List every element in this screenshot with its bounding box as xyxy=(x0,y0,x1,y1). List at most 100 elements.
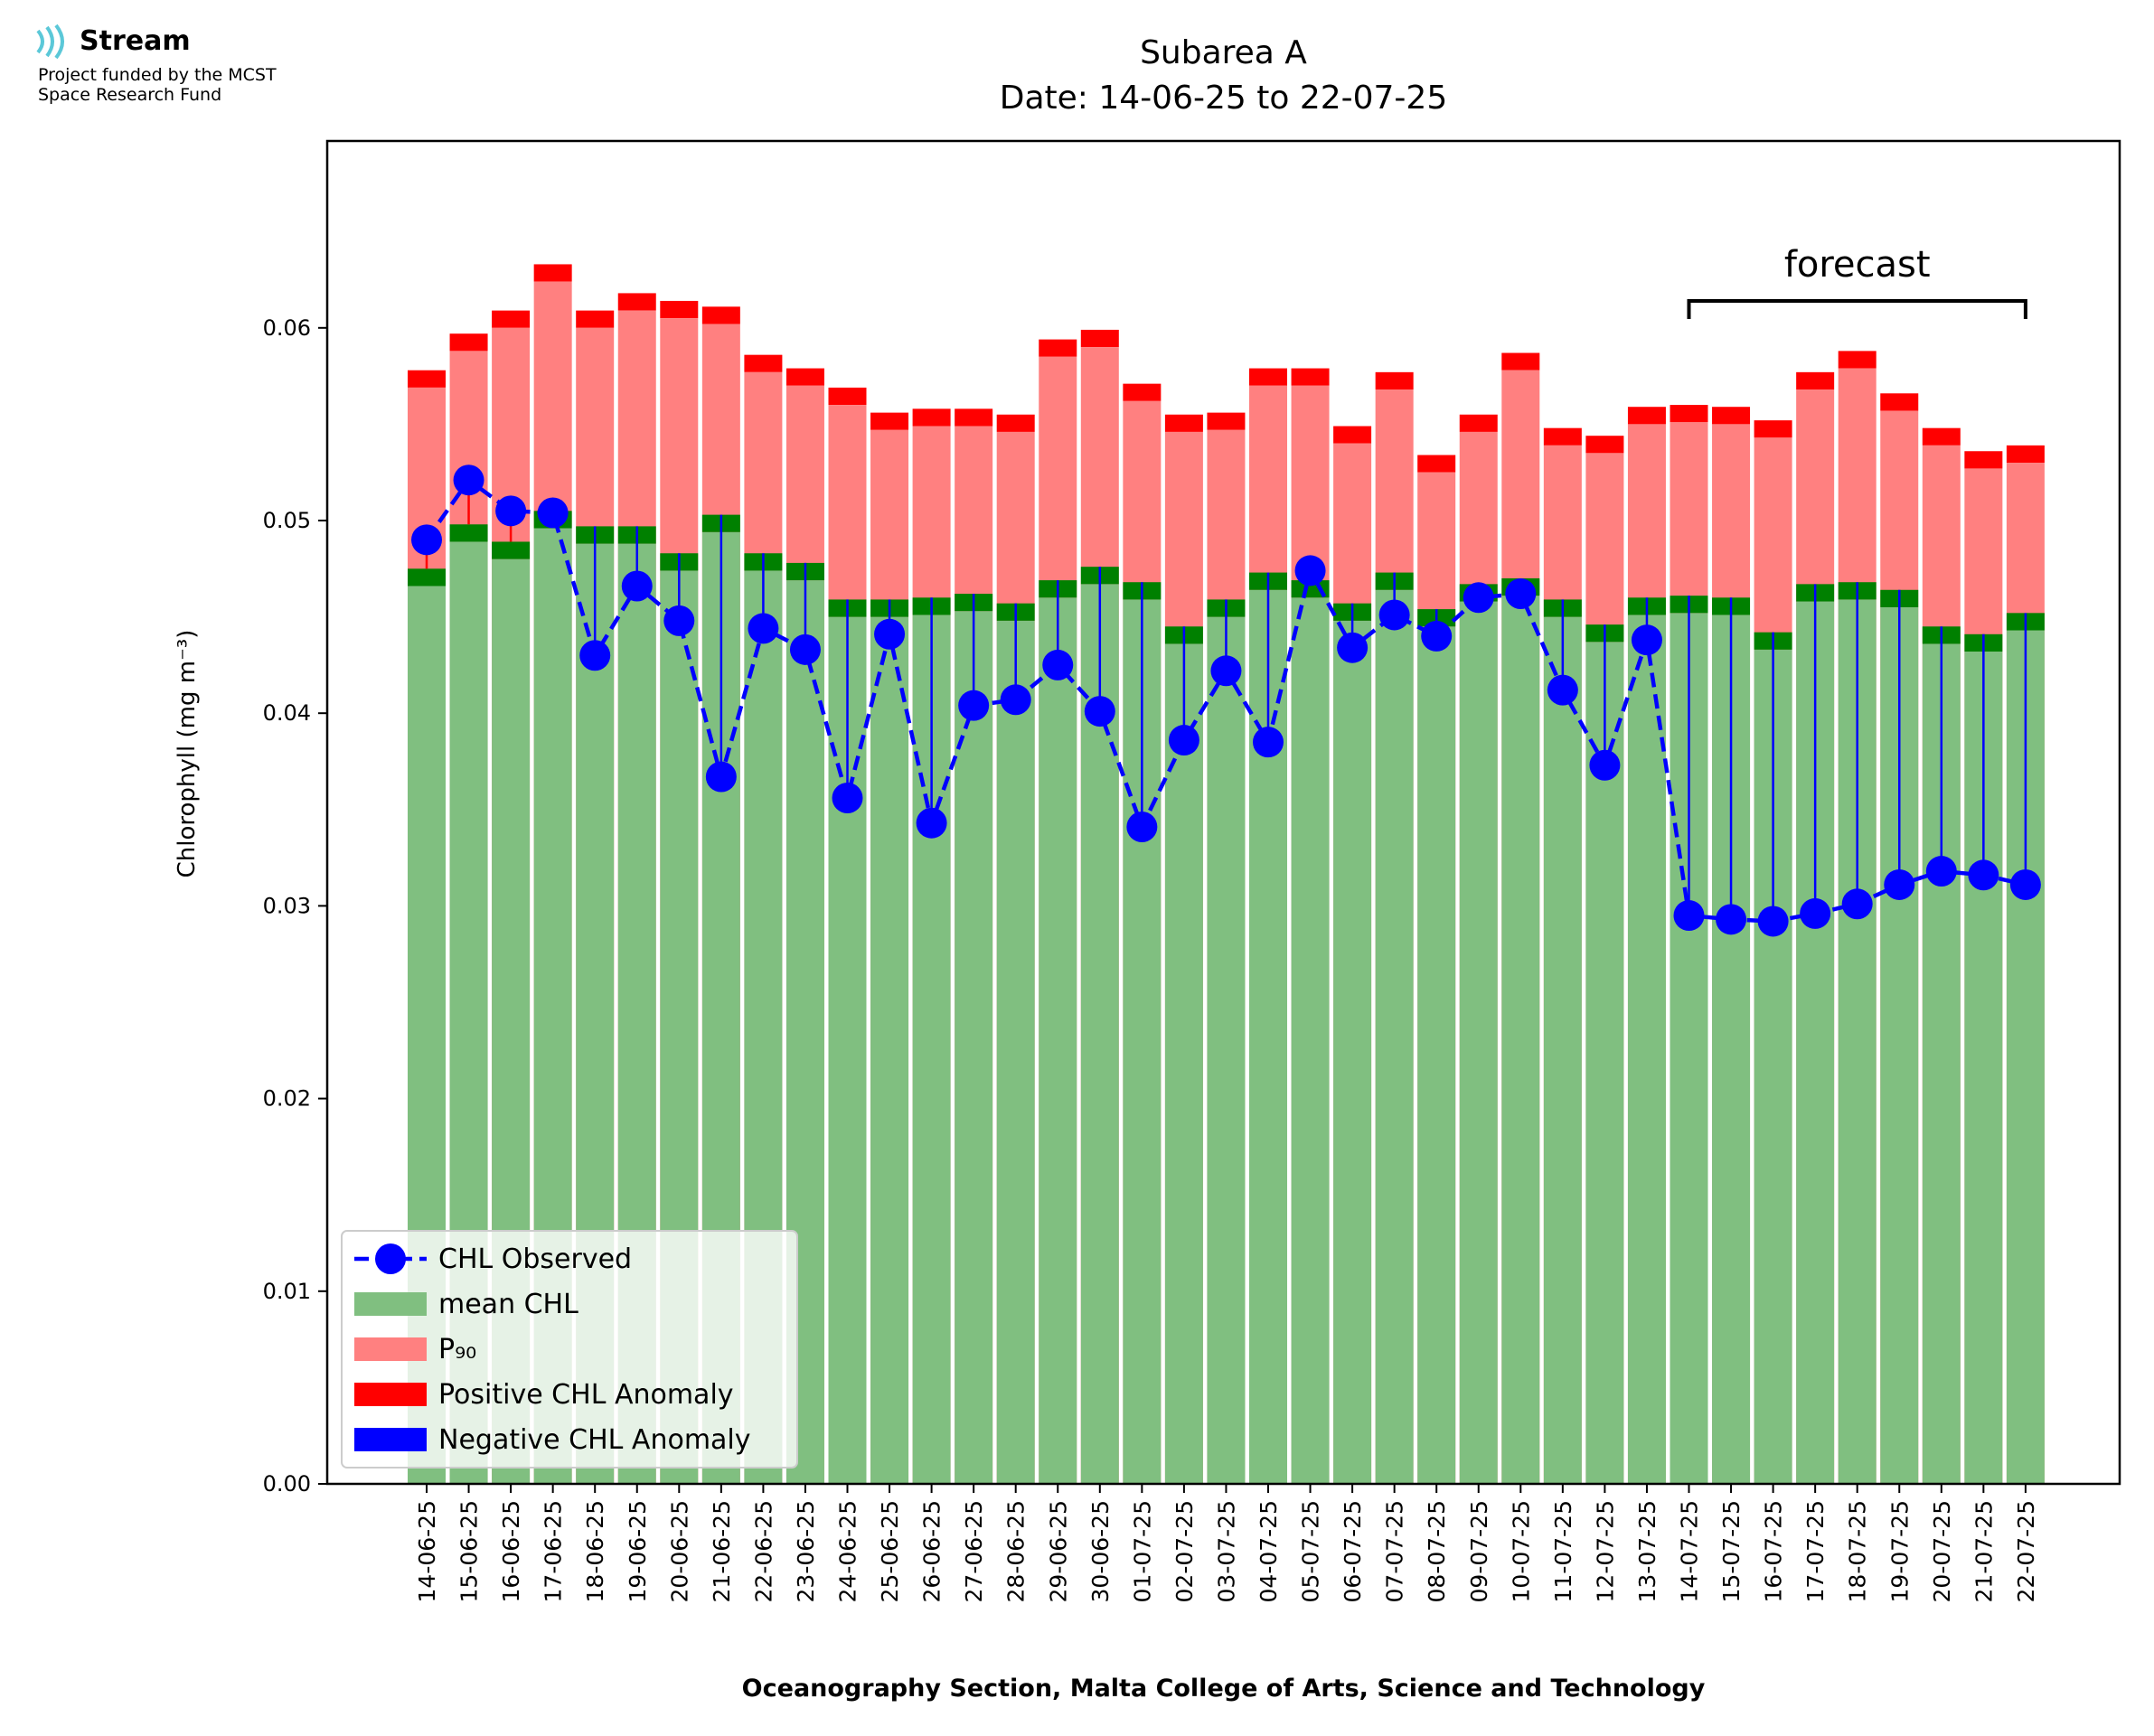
x-tick-label: 09-07-25 xyxy=(1466,1500,1492,1602)
p90-cap-bar xyxy=(912,408,951,427)
p90-cap-bar xyxy=(1164,414,1203,432)
observed-point xyxy=(1589,749,1621,781)
mean-cap-bar xyxy=(492,541,531,559)
observed-point xyxy=(1800,897,1831,929)
y-tick-label: 0.06 xyxy=(263,315,311,341)
p90-cap-bar xyxy=(870,412,909,430)
x-tick-label: 16-07-25 xyxy=(1761,1500,1787,1602)
p90-cap-bar xyxy=(2006,445,2045,464)
x-tick-label: 21-07-25 xyxy=(1971,1500,1997,1602)
stream-wave-icon xyxy=(36,23,64,60)
mean-bar xyxy=(1459,601,1498,1484)
observed-point xyxy=(748,613,779,644)
y-tick-label: 0.05 xyxy=(263,508,311,533)
mean-cap-bar xyxy=(449,524,488,542)
x-tick-label: 05-07-25 xyxy=(1298,1500,1324,1602)
p90-cap-bar xyxy=(828,387,867,406)
plot-frame xyxy=(325,139,2121,1486)
y-tick-label: 0.04 xyxy=(263,700,311,726)
mean-bar xyxy=(1291,597,1330,1484)
mean-cap-bar xyxy=(408,568,446,586)
p90-cap-bar xyxy=(1417,455,1456,473)
mean-bar xyxy=(1417,626,1456,1484)
legend-label: mean CHL xyxy=(438,1289,578,1320)
mean-bar xyxy=(1080,584,1119,1484)
p90-cap-bar xyxy=(1207,412,1246,430)
y-tick-label: 0.02 xyxy=(263,1086,311,1112)
x-tick-label: 17-06-25 xyxy=(541,1500,567,1602)
p90-cap-bar xyxy=(1291,368,1330,386)
legend-label: P₉₀ xyxy=(438,1334,476,1365)
x-tick-label: 19-06-25 xyxy=(625,1500,651,1602)
p90-cap-bar xyxy=(744,354,783,372)
p90-cap-bar xyxy=(1670,405,1708,423)
observed-point xyxy=(1126,811,1158,842)
x-tick-label: 13-07-25 xyxy=(1634,1500,1660,1602)
observed-point xyxy=(663,605,695,636)
x-tick-label: 16-06-25 xyxy=(498,1500,524,1602)
x-tick-label: 01-07-25 xyxy=(1129,1500,1155,1602)
observed-point xyxy=(1084,696,1115,727)
p90-cap-bar xyxy=(1501,352,1540,371)
x-tick-label: 22-07-25 xyxy=(2013,1500,2039,1602)
observed-point xyxy=(1042,649,1074,680)
forecast-bracket xyxy=(1687,299,2027,319)
x-tick-label: 19-07-25 xyxy=(1886,1500,1913,1602)
p90-cap-bar xyxy=(1754,420,1792,438)
p90-cap-bar xyxy=(576,310,615,328)
observed-point xyxy=(537,497,569,529)
mean-bar xyxy=(1207,616,1246,1484)
mean-bar xyxy=(1333,620,1372,1484)
y-tick-label: 0.03 xyxy=(263,893,311,918)
p90-cap-bar xyxy=(1123,383,1162,401)
legend-swatch xyxy=(354,1292,427,1316)
p90-cap-bar xyxy=(1922,427,1961,446)
x-tick-label: 24-06-25 xyxy=(835,1500,861,1602)
stream-logo: Stream Project funded by the MCST Space … xyxy=(34,23,360,123)
observed-point xyxy=(1463,582,1494,614)
legend: CHL Observed mean CHL P₉₀ Positive CHL Anom… xyxy=(341,1230,798,1469)
observed-point xyxy=(1210,655,1242,687)
x-tick-label: 23-06-25 xyxy=(793,1500,819,1602)
logo-funding-line2: Space Research Fund xyxy=(38,85,222,105)
x-tick-label: 18-07-25 xyxy=(1845,1500,1871,1602)
x-tick-label: 28-06-25 xyxy=(1003,1500,1030,1602)
mean-bar xyxy=(1585,642,1624,1484)
observed-point xyxy=(495,495,527,527)
observed-point xyxy=(2009,868,2041,900)
x-tick-label: 04-07-25 xyxy=(1256,1500,1282,1602)
observed-point xyxy=(1925,856,1957,887)
observed-point xyxy=(789,633,821,665)
p90-cap-bar xyxy=(1249,368,1287,386)
p90-cap-bar xyxy=(785,368,824,386)
observed-point xyxy=(1000,684,1031,716)
p90-cap-bar xyxy=(1333,426,1372,444)
chart-subtitle: Date: 14-06-25 to 22-07-25 xyxy=(1000,80,1447,117)
p90-cap-bar xyxy=(996,414,1035,432)
x-tick-label: 22-06-25 xyxy=(750,1500,776,1602)
observed-point xyxy=(621,570,653,602)
x-tick-label: 26-06-25 xyxy=(919,1500,945,1602)
x-tick-label: 06-07-25 xyxy=(1340,1500,1366,1602)
p90-cap-bar xyxy=(1543,427,1582,446)
observed-point xyxy=(453,464,484,496)
observed-point xyxy=(1505,578,1537,610)
observed-point xyxy=(1294,555,1326,586)
chart-title: Subarea A xyxy=(1140,34,1307,71)
legend-swatch xyxy=(354,1337,427,1361)
mean-bar xyxy=(1375,589,1414,1484)
x-tick-label: 10-07-25 xyxy=(1508,1500,1534,1602)
p90-cap-bar xyxy=(955,408,993,427)
x-tick-label: 21-06-25 xyxy=(709,1500,735,1602)
mean-bar xyxy=(1543,616,1582,1484)
x-tick-label: 02-07-25 xyxy=(1171,1500,1198,1602)
x-tick-label: 18-06-25 xyxy=(582,1500,608,1602)
x-axis-label: Oceanography Section, Malta College of A… xyxy=(742,1675,1706,1703)
p90-cap-bar xyxy=(1964,451,2003,469)
p90-cap-bar xyxy=(1039,339,1077,357)
x-tick-label: 17-07-25 xyxy=(1802,1500,1829,1602)
forecast-label: forecast xyxy=(1784,244,1931,286)
x-tick-label: 11-07-25 xyxy=(1550,1500,1576,1602)
x-tick-label: 03-07-25 xyxy=(1213,1500,1239,1602)
p90-cap-bar xyxy=(1838,351,1877,369)
